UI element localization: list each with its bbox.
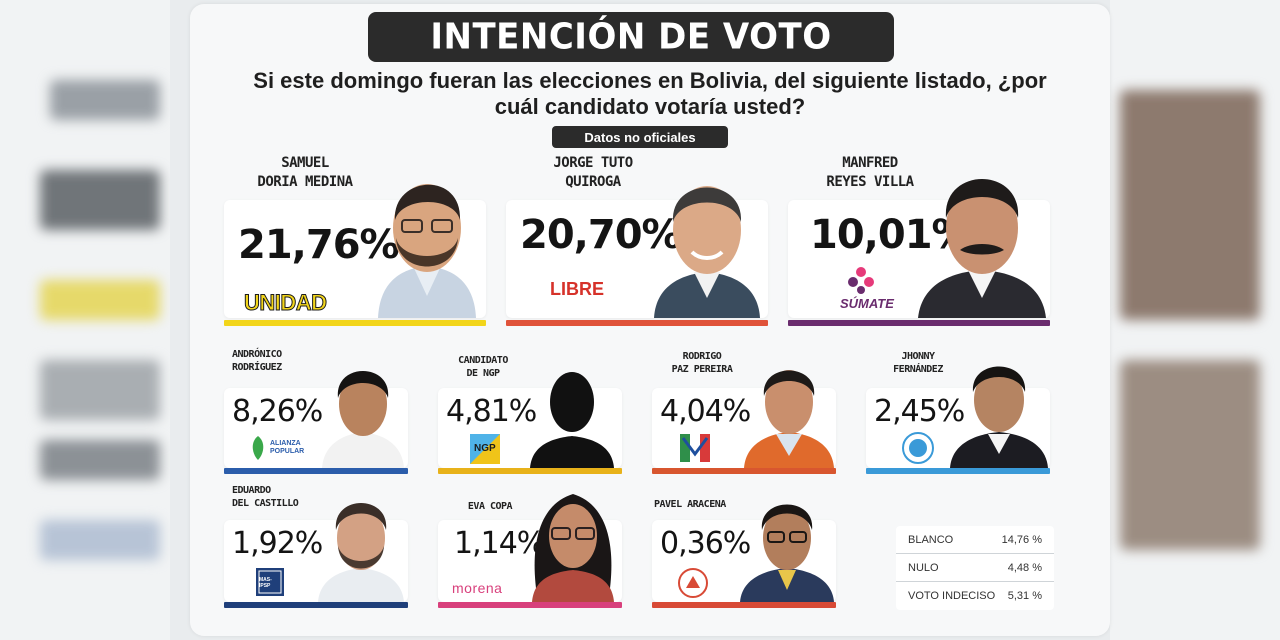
candidate-name: EVA COPA [467, 501, 513, 512]
chart-bar-paz-pereira [652, 468, 836, 474]
poll-card: INTENCIÓN DE VOTO Si este domingo fueran… [190, 4, 1110, 636]
candidate-photo-doria-medina [368, 156, 486, 318]
party-logo-morena: morena [452, 580, 503, 596]
chart-label-paz-pereira: 4,04% [660, 394, 751, 429]
blurred-right-panel [1110, 0, 1280, 640]
candidate-photo-aracena [738, 494, 836, 602]
chart-bar-copa [438, 602, 622, 608]
party-logo-text: SÚMATE [840, 296, 894, 311]
row-label: BLANCO [908, 533, 954, 546]
table-row: VOTO INDECISO 5,31 % [896, 582, 1054, 610]
page-title: INTENCIÓN DE VOTO [430, 16, 832, 58]
candidate-name: PAVEL ARACENA [654, 499, 726, 510]
chart-label-reyes-villa: 10,01% [810, 212, 972, 258]
chart-label-rodriguez: 8,26% [232, 394, 323, 429]
chart-bar-quiroga [506, 320, 768, 326]
party-logo-unidad: UNIDAD [244, 290, 328, 316]
chart-label-doria-medina: 21,76% [238, 222, 400, 268]
candidate-name: JORGE TUTO QUIROGA [553, 155, 633, 190]
chart-bar-aracena [652, 602, 836, 608]
chart-label-fernandez: 2,45% [874, 394, 965, 429]
chart-bar-del-castillo [224, 602, 408, 608]
party-logo-libre: LIBRE [550, 280, 604, 298]
candidate-name: ANDRÓNICO RODRÍGUEZ [232, 349, 282, 373]
candidate-photo-quiroga [648, 166, 766, 318]
party-logo-mas: MAS-IPSP [256, 568, 284, 596]
party-logo-text: LIBRE [550, 279, 604, 299]
chart-bar-rodriguez [224, 468, 408, 474]
row-value: 14,76 % [1001, 533, 1042, 546]
candidate-photo-silhouette [526, 366, 618, 468]
party-logo-ngp: NGP [470, 434, 500, 464]
chart-label-aracena: 0,36% [660, 526, 751, 561]
candidate-photo-paz-pereira [742, 356, 836, 468]
poll-question: Si este domingo fueran las elecciones en… [253, 68, 1047, 119]
chart-label-del-castillo: 1,92% [232, 526, 323, 561]
party-logo-text: ALIANZA POPULAR [270, 440, 305, 455]
chart-bar-doria-medina [224, 320, 486, 326]
party-logo-text: MAS-IPSP [259, 577, 272, 589]
table-row: NULO 4,48 % [896, 554, 1054, 582]
candidate-name: CANDIDATO DE NGP [458, 355, 508, 379]
party-logo-text: NGP [474, 443, 496, 454]
chart-bar-reyes-villa [788, 320, 1050, 326]
row-value: 4,48 % [1007, 561, 1042, 574]
party-logo-pdc [680, 434, 710, 462]
candidate-photo-copa [524, 486, 622, 602]
party-logo-sumate: SÚMATE [816, 266, 906, 312]
candidate-photo-fernandez [948, 354, 1050, 468]
row-value: 5,31 % [1007, 590, 1042, 602]
party-logo-ucs [902, 432, 934, 464]
candidate-photo-rodriguez [318, 356, 408, 468]
row-label: NULO [908, 561, 939, 574]
row-label: VOTO INDECISO [908, 590, 996, 602]
candidate-name: SAMUEL DORIA MEDINA [257, 155, 353, 190]
blurred-left-panel [0, 0, 170, 640]
other-votes-table: BLANCO 14,76 % NULO 4,48 % VOTO INDECISO… [896, 526, 1054, 610]
title-bar: INTENCIÓN DE VOTO [368, 12, 894, 62]
unofficial-note: Datos no oficiales [552, 126, 728, 148]
chart-bar-ngp [438, 468, 622, 474]
candidate-photo-del-castillo [314, 490, 408, 602]
party-logo-alianza-popular: ALIANZA POPULAR [248, 434, 318, 464]
candidate-photo-reyes-villa [914, 158, 1050, 318]
candidate-name: JHONNY FERNÁNDEZ [893, 351, 943, 375]
candidate-name: MANFRED REYES VILLA [826, 155, 914, 190]
chart-bar-fernandez [866, 468, 1050, 474]
chart-label-copa: 1,14% [454, 526, 545, 561]
party-logo-adn [678, 568, 708, 598]
candidate-name: EDUARDO DEL CASTILLO [232, 485, 299, 509]
chart-label-quiroga: 20,70% [520, 212, 682, 258]
candidate-name: RODRIGO PAZ PEREIRA [671, 351, 733, 375]
chart-label-ngp: 4,81% [446, 394, 537, 429]
table-row: BLANCO 14,76 % [896, 526, 1054, 554]
